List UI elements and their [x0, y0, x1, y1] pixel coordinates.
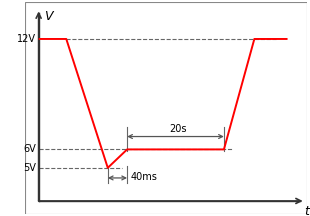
- Text: 40ms: 40ms: [131, 172, 157, 182]
- Text: V: V: [44, 10, 53, 22]
- Text: 6V: 6V: [23, 145, 36, 154]
- Text: 5V: 5V: [23, 163, 36, 173]
- Text: 20s: 20s: [170, 124, 187, 134]
- Text: t: t: [304, 205, 309, 216]
- Text: 12V: 12V: [17, 34, 36, 44]
